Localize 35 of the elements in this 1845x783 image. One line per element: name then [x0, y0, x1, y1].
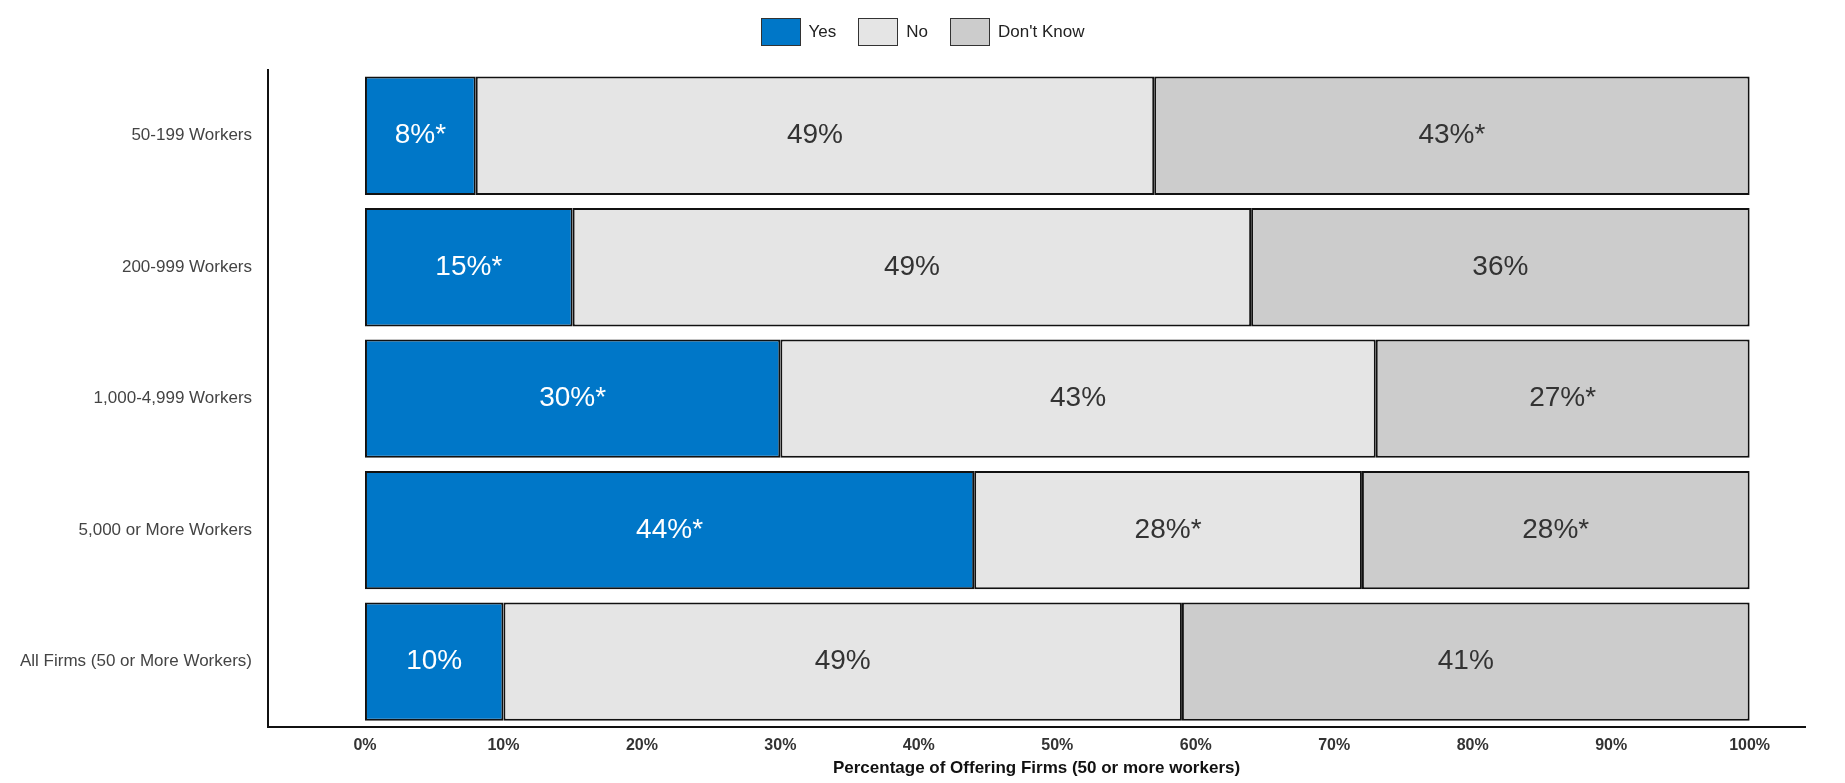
x-tick-label: 10%: [487, 736, 520, 754]
data-label: 28%*: [1522, 512, 1590, 544]
x-tick-label: 70%: [1318, 736, 1351, 754]
data-label: 27%*: [1529, 381, 1597, 413]
y-tick-label: 1,000-4,999 Workers: [93, 388, 253, 408]
data-label: 49%: [786, 118, 843, 150]
x-axis-title: Percentage of Offering Firms (50 or more workers): [832, 758, 1241, 778]
legend-label: Yes: [808, 22, 837, 42]
text: No: [906, 22, 929, 42]
x-tick-label: 0%: [353, 736, 377, 754]
data-label: 49%: [814, 644, 871, 676]
data-label: 28%*: [1134, 512, 1202, 544]
y-tick-label: 50-199 Workers: [131, 125, 253, 145]
data-label: 43%: [1050, 381, 1107, 413]
x-tick-label: 80%: [1456, 736, 1489, 754]
data-label: 15%*: [435, 249, 503, 281]
data-label: 8%*: [394, 118, 447, 150]
x-tick-label: 60%: [1179, 736, 1212, 754]
y-tick-label: 5,000 or More Workers: [78, 519, 253, 539]
data-label: 43%*: [1418, 118, 1486, 150]
data-label: 30%*: [539, 381, 607, 413]
x-tick-label: 50%: [1041, 736, 1074, 754]
x-tick-label: 30%: [764, 736, 797, 754]
data-label: 10%: [406, 644, 463, 676]
y-tick-label: All Firms (50 or More Workers): [19, 651, 253, 671]
data-label: 44%*: [636, 512, 704, 544]
data-label: 49%: [883, 249, 940, 281]
y-tick-label: 200-999 Workers: [121, 256, 253, 276]
data-label: 36%: [1472, 249, 1529, 281]
data-label: 41%: [1437, 644, 1494, 676]
x-tick-label: 40%: [902, 736, 935, 754]
x-tick-label: 100%: [1729, 736, 1771, 754]
legend-label: Don't Know: [998, 22, 1085, 42]
x-tick-label: 90%: [1595, 736, 1628, 754]
x-tick-label: 20%: [625, 736, 658, 754]
